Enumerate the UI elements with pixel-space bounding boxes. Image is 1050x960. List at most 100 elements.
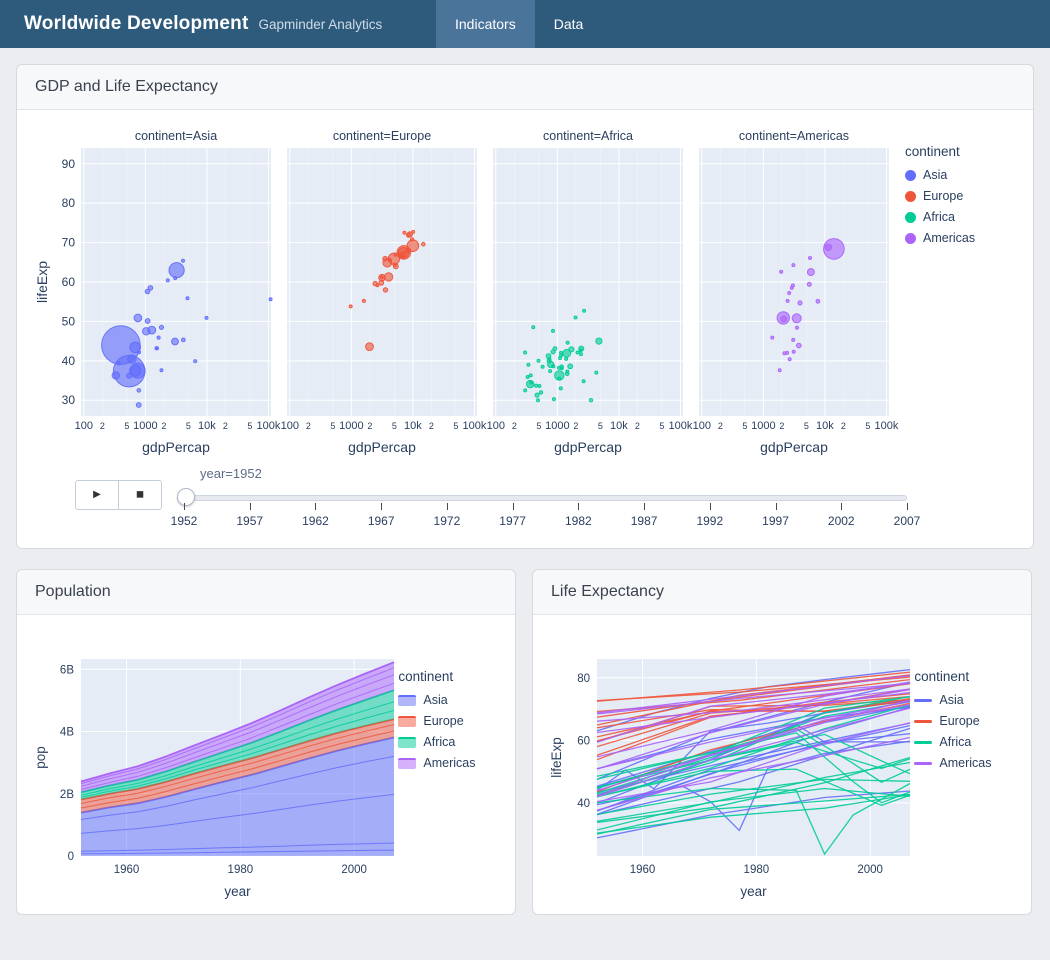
scatter-point[interactable] [579, 352, 583, 357]
scatter-point[interactable] [268, 297, 273, 302]
life-line-asia[interactable] [596, 724, 911, 812]
scatter-point[interactable] [392, 262, 397, 267]
scatter-point[interactable] [557, 376, 562, 381]
scatter-point[interactable] [791, 263, 796, 268]
scatter-point[interactable] [111, 371, 121, 380]
scatter-point[interactable] [777, 368, 782, 373]
scatter-point[interactable] [159, 368, 164, 373]
scatter-point[interactable] [567, 363, 574, 370]
scatter-point[interactable] [379, 275, 384, 280]
scatter-point[interactable] [595, 337, 603, 345]
scatter-point[interactable] [171, 337, 179, 346]
scatter-point[interactable] [785, 298, 790, 303]
scatter-point[interactable] [564, 356, 569, 361]
life-line-africa[interactable] [596, 756, 911, 824]
scatter-point[interactable] [557, 365, 561, 370]
scatter-point[interactable] [523, 388, 528, 393]
legend-item-africa[interactable]: Africa [914, 735, 1025, 749]
scatter-point[interactable] [568, 346, 575, 353]
life-line-africa[interactable] [596, 793, 911, 835]
scatter-point[interactable] [540, 364, 545, 369]
scatter-point[interactable] [144, 318, 151, 324]
scatter-point[interactable] [181, 258, 185, 263]
scatter-point[interactable] [552, 346, 558, 352]
life-line-americas[interactable] [596, 682, 911, 715]
scatter-point[interactable] [782, 351, 787, 356]
scatter-point[interactable] [421, 241, 426, 247]
scatter-point[interactable] [780, 315, 788, 323]
scatter-point[interactable] [129, 341, 141, 354]
scatter-point[interactable] [185, 296, 190, 301]
life-line-asia[interactable] [596, 727, 911, 816]
scatter-point[interactable] [411, 229, 416, 234]
legend-item-europe[interactable]: Europe [398, 714, 509, 728]
legend-item-europe[interactable]: Europe [905, 189, 1017, 203]
scatter-point[interactable] [808, 256, 812, 260]
scatter-point[interactable] [548, 369, 553, 374]
life-line-americas[interactable] [596, 736, 911, 811]
legend-item-asia[interactable]: Asia [398, 693, 509, 707]
life-line-americas[interactable] [596, 674, 911, 714]
stop-button[interactable]: ◼ [118, 480, 162, 510]
scatter-point[interactable] [165, 278, 170, 283]
scatter-point[interactable] [393, 252, 398, 257]
scatter-point[interactable] [815, 298, 821, 304]
scatter-point[interactable] [534, 383, 539, 388]
slider-handle[interactable] [177, 488, 195, 506]
scatter-point[interactable] [551, 397, 556, 402]
scatter-point[interactable] [531, 325, 536, 330]
scatter-point[interactable] [147, 285, 154, 291]
scatter-point[interactable] [534, 392, 540, 398]
scatter-point[interactable] [573, 315, 578, 320]
scatter-point[interactable] [155, 346, 159, 351]
scatter-point[interactable] [796, 342, 802, 349]
scatter-point[interactable] [551, 328, 555, 333]
legend-item-africa[interactable]: Africa [398, 735, 509, 749]
scatter-point[interactable] [790, 283, 795, 288]
tab-indicators[interactable]: Indicators [436, 0, 535, 48]
scatter-point[interactable] [127, 354, 137, 364]
scatter-point[interactable] [806, 281, 812, 287]
scatter-point[interactable] [409, 237, 415, 242]
scatter-point[interactable] [594, 370, 599, 375]
scatter-point[interactable] [588, 398, 594, 403]
life-line-africa[interactable] [596, 778, 911, 816]
life-line-americas[interactable] [596, 688, 911, 770]
life-line-africa[interactable] [596, 794, 911, 834]
scatter-point[interactable] [137, 350, 141, 355]
scatter-point[interactable] [551, 364, 556, 369]
scatter-point[interactable] [770, 335, 775, 340]
scatter-point[interactable] [575, 350, 580, 355]
scatter-point[interactable] [787, 291, 792, 295]
scatter-point[interactable] [806, 268, 815, 277]
legend-item-asia[interactable]: Asia [914, 693, 1025, 707]
life-line-americas[interactable] [596, 722, 911, 803]
life-line-americas[interactable] [596, 682, 911, 743]
scatter-point[interactable] [529, 380, 534, 385]
legend-item-europe[interactable]: Europe [914, 714, 1025, 728]
scatter-point[interactable] [787, 357, 792, 362]
scatter-point[interactable] [538, 390, 544, 395]
scatter-point[interactable] [204, 315, 209, 320]
life-line-americas[interactable] [596, 688, 911, 722]
tab-data[interactable]: Data [553, 16, 584, 32]
scatter-point[interactable] [173, 276, 178, 281]
legend-item-americas[interactable]: Americas [398, 756, 509, 770]
scatter-point[interactable] [126, 372, 133, 379]
scatter-point[interactable] [797, 300, 803, 306]
play-button[interactable]: ▶ [75, 480, 119, 510]
life-line-africa[interactable] [596, 782, 911, 856]
scatter-point[interactable] [402, 230, 407, 235]
life-line-asia[interactable] [596, 790, 911, 839]
scatter-point[interactable] [536, 398, 540, 403]
scatter-point[interactable] [523, 350, 528, 355]
life-line-americas[interactable] [596, 699, 911, 797]
scatter-point[interactable] [525, 375, 530, 379]
scatter-point[interactable] [361, 298, 366, 303]
scatter-point[interactable] [142, 327, 151, 336]
scatter-point[interactable] [794, 325, 800, 330]
scatter-point[interactable] [133, 313, 143, 323]
scatter-point[interactable] [536, 358, 541, 363]
legend-item-americas[interactable]: Americas [905, 231, 1017, 245]
scatter-point[interactable] [779, 269, 784, 274]
